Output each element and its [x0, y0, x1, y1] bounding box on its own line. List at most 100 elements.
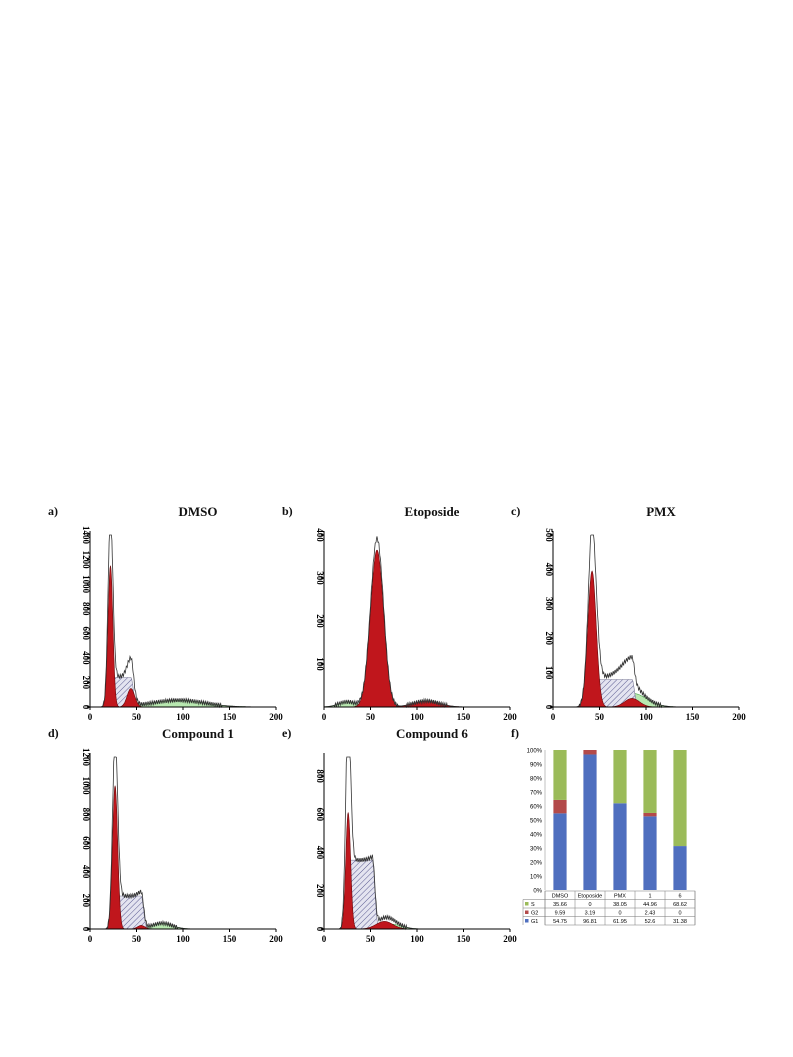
table-cell: 68.62 [673, 902, 687, 908]
x-tick-label: 50 [366, 712, 376, 722]
bar-segment-s [613, 750, 627, 804]
panel-label: b) [282, 504, 293, 518]
category-label: Etoposide [578, 893, 602, 899]
legend-swatch [525, 902, 529, 906]
y-tick-label: 200 [81, 894, 91, 908]
panel-label: c) [511, 504, 521, 518]
y-tick-label: 30% [530, 847, 543, 853]
y-tick-label: 200 [315, 614, 325, 628]
table-cell: 54.75 [553, 919, 567, 925]
bar-segment-g2 [583, 750, 597, 755]
table-cell: 0 [618, 910, 621, 916]
category-label: 6 [678, 893, 681, 899]
panel-title: Etoposide [404, 504, 460, 519]
x-tick-label: 0 [551, 712, 556, 722]
y-tick-label: 40% [530, 833, 543, 839]
legend-swatch [525, 910, 529, 914]
x-tick-label: 100 [410, 934, 424, 944]
x-tick-label: 50 [595, 712, 605, 722]
x-tick-label: 200 [269, 934, 283, 944]
y-tick-label: 100% [527, 749, 543, 755]
x-tick-label: 100 [176, 712, 190, 722]
y-tick-label: 60% [530, 805, 543, 811]
histogram-chart: 0 50 100 150 200 100 200 300 400 [315, 528, 517, 722]
panel-title: PMX [646, 504, 676, 519]
g1-peak-area [553, 570, 739, 708]
y-tick-label: 500 [544, 528, 554, 542]
bar-segment-g1 [673, 846, 687, 890]
y-tick-label: 400 [544, 563, 554, 577]
y-tick-label: 0 [315, 927, 325, 932]
x-tick-label: 0 [322, 934, 327, 944]
panel-e: e) Compound 6 0 50 100 150 200 0 200 400 600 800 [282, 722, 522, 947]
y-tick-label: 600 [81, 627, 91, 641]
x-tick-label: 0 [322, 712, 327, 722]
table-cell: 0 [678, 910, 681, 916]
y-tick-label: 90% [530, 763, 543, 769]
histogram-chart: 0 50 100 150 200 0 200 400 600 800 1000 1200 [81, 748, 283, 944]
y-tick-label: 200 [81, 676, 91, 690]
panel-label: e) [282, 726, 292, 740]
panel-title: Compound 1 [162, 726, 234, 741]
panel-title: Compound 6 [396, 726, 468, 741]
stacked-bar-chart: 0% 10% 20% 30% 40% 50% 60% 70% 80% 90% 100% DMSO Eto… [522, 749, 696, 926]
table-cell: 96.81 [583, 919, 597, 925]
x-tick-label: 50 [366, 934, 376, 944]
y-tick-label: 800 [315, 769, 325, 783]
bar-segment-g1 [553, 813, 567, 890]
y-tick-label: 400 [81, 865, 91, 879]
bar-segment-g1 [613, 803, 627, 890]
table-cell: 52.6 [645, 919, 656, 925]
y-tick-label: 10% [530, 875, 543, 881]
y-tick-label: 400 [315, 846, 325, 860]
table-cell: 38.05 [613, 902, 627, 908]
y-tick-label: 1000 [81, 575, 91, 593]
y-tick-label: 50% [530, 819, 543, 825]
y-tick-label: 100 [544, 666, 554, 680]
bar-segment-s [643, 750, 657, 813]
x-tick-label: 200 [732, 712, 746, 722]
table-cell: 2.43 [645, 910, 656, 916]
y-tick-label: 0 [544, 705, 554, 710]
y-tick-label: 300 [315, 571, 325, 585]
bar-segment-s [673, 750, 687, 847]
legend-swatch [525, 919, 529, 923]
y-tick-label: 300 [544, 597, 554, 611]
panel-title: DMSO [178, 504, 218, 519]
panel-a: a) DMSO 0 50 100 150 200 0 200 400 600 800 1000 120… [48, 500, 288, 725]
x-tick-label: 0 [88, 712, 93, 722]
table-cell: 31.38 [673, 919, 687, 925]
y-tick-label: 800 [81, 602, 91, 616]
panel-f: f) 0% 10% 20% 30% 40% 50% 60% 70% 80% 90% 100% DMSO… [511, 722, 711, 947]
category-label: PMX [614, 893, 626, 899]
x-tick-label: 100 [639, 712, 653, 722]
table-cell: 35.66 [553, 902, 567, 908]
bar-segment-g1 [583, 754, 597, 890]
category-label: 1 [648, 893, 651, 899]
x-tick-label: 200 [503, 712, 517, 722]
x-tick-label: 150 [457, 934, 471, 944]
y-tick-label: 0 [81, 927, 91, 932]
x-tick-label: 100 [410, 712, 424, 722]
y-tick-label: 1000 [81, 777, 91, 796]
envelope-line [553, 534, 739, 709]
bar-segment-g1 [643, 816, 657, 890]
y-tick-label: 70% [530, 791, 543, 797]
y-tick-label: 1400 [81, 526, 91, 545]
y-tick-label: 0% [533, 889, 542, 895]
panel-d: d) Compound 1 0 50 100 150 200 0 200 400 600 800 1… [48, 722, 288, 947]
histogram-chart: 0 50 100 150 200 0 200 400 600 800 1000 1200 1400 [81, 526, 283, 722]
panel-label: a) [48, 504, 58, 518]
panel-c: c) PMX 0 50 100 150 200 0 100 200 300 400 500 [511, 500, 751, 725]
y-tick-label: 600 [81, 836, 91, 850]
x-tick-label: 150 [457, 712, 471, 722]
panel-b: b) Etoposide 0 50 100 150 200 100 200 300 400 [282, 500, 522, 725]
x-tick-label: 200 [269, 712, 283, 722]
y-tick-label: 200 [544, 631, 554, 645]
panel-label: d) [48, 726, 59, 740]
x-tick-label: 200 [503, 934, 517, 944]
legend-label: G1 [531, 919, 538, 925]
x-tick-label: 150 [223, 934, 237, 944]
table-cell: 9.59 [555, 910, 566, 916]
x-tick-label: 100 [176, 934, 190, 944]
